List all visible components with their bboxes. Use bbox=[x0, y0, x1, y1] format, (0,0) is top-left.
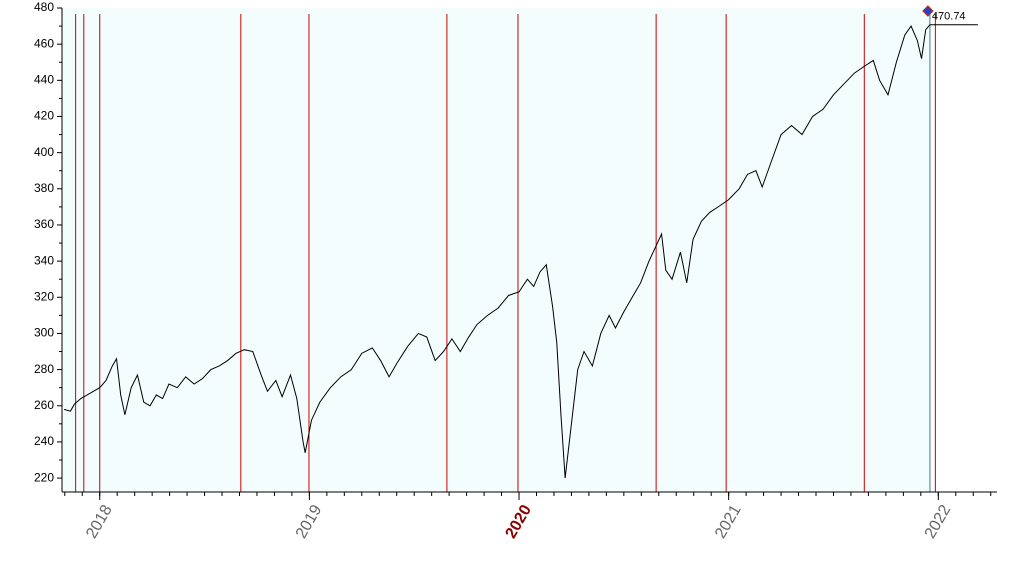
y-tick-label: 220 bbox=[34, 470, 54, 484]
y-tick-label: 340 bbox=[34, 253, 54, 267]
y-tick-label: 240 bbox=[34, 434, 54, 448]
plot-shade bbox=[62, 8, 930, 492]
y-tick-label: 440 bbox=[34, 72, 54, 86]
y-tick-label: 280 bbox=[34, 362, 54, 376]
price-line bbox=[63, 24, 931, 479]
marker-diamond bbox=[922, 5, 934, 17]
y-tick-label: 400 bbox=[34, 145, 54, 159]
y-tick-label: 420 bbox=[34, 109, 54, 123]
y-tick-label: 380 bbox=[34, 181, 54, 195]
y-tick-label: 360 bbox=[34, 217, 54, 231]
last-value-label: 470.74 bbox=[932, 11, 966, 23]
y-tick-label: 300 bbox=[34, 326, 54, 340]
y-tick-label: 260 bbox=[34, 398, 54, 412]
y-tick-label: 320 bbox=[34, 289, 54, 303]
y-tick-label: 460 bbox=[34, 36, 54, 50]
y-tick-label: 480 bbox=[34, 0, 54, 14]
